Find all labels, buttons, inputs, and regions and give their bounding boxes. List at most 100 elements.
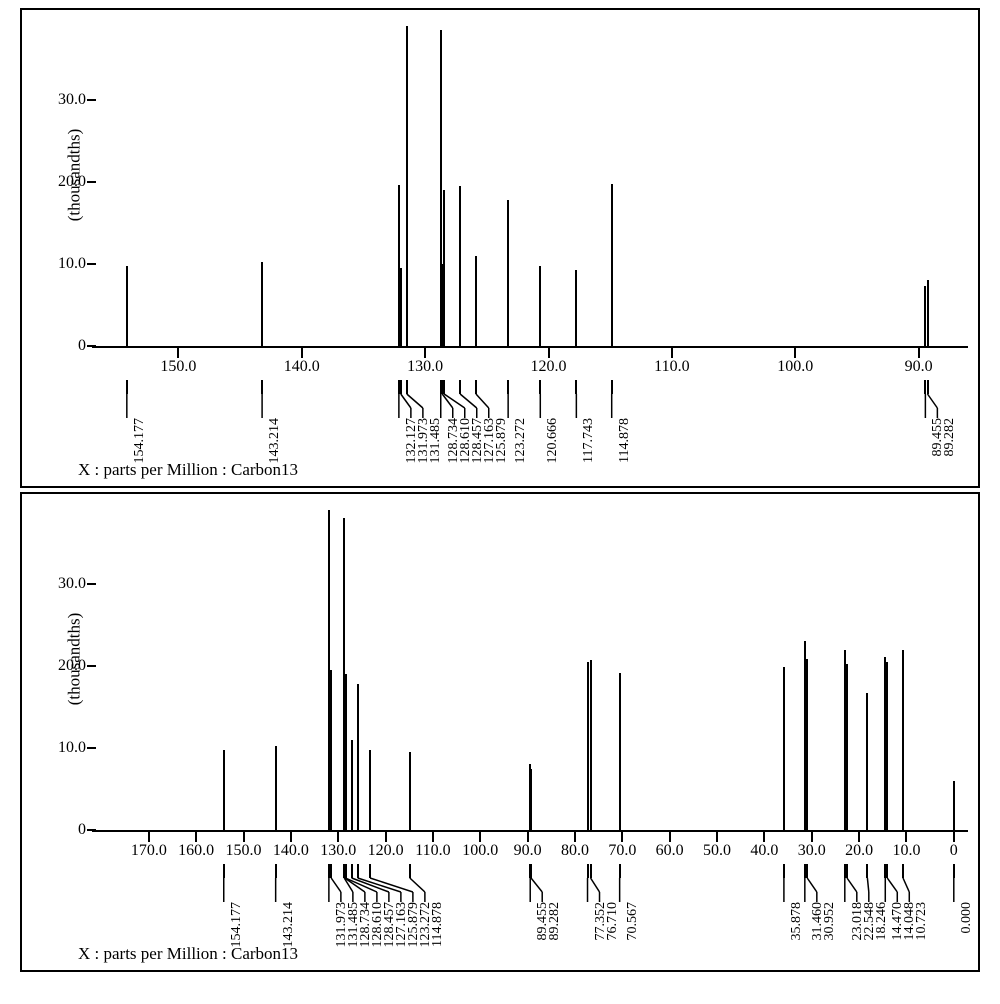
y-tick [87,583,96,585]
y-tick [87,263,96,265]
picker-tick [539,380,541,394]
picker-tick [475,380,477,394]
x-tick-label: 120.0 [531,358,567,376]
picker-tick [866,864,868,878]
peak-label: 35.878 [789,902,805,941]
peak-label: 114.878 [430,902,446,947]
x-tick-label: 100.0 [777,358,813,376]
nmr-peak [575,270,577,346]
x-axis-row-top: 150.0140.0130.0120.0110.0100.090.0 [92,356,968,382]
x-tick-label: 100.0 [462,842,498,860]
picker-tick [400,380,402,394]
nmr-peak [443,190,445,346]
picker-lines [92,380,968,470]
peak-picker-row-top: 154.177143.214132.127131.973131.485128.7… [92,380,968,470]
x-tick [177,348,179,358]
peak-label: 117.743 [581,418,597,463]
x-tick-label: 150.0 [226,842,262,860]
peak-label: 18.246 [874,902,890,941]
y-tick-label: 0 [50,821,86,839]
peak-label: 154.177 [132,418,148,464]
peak-label: 10.723 [914,902,930,941]
x-tick-label: 40.0 [750,842,778,860]
nmr-peak [587,662,589,830]
picker-tick [886,864,888,878]
x-tick-label: 140.0 [273,842,309,860]
x-tick [527,832,529,842]
y-tick [87,345,96,347]
picker-tick [369,864,371,878]
nmr-peak [351,740,353,830]
y-tick-label: 20.0 [50,657,86,675]
x-tick [243,832,245,842]
nmr-peak [275,746,277,830]
nmr-peak [507,200,509,346]
picker-tick [619,864,621,878]
nmr-peak [866,693,868,830]
x-tick [195,832,197,842]
y-tick [87,99,96,101]
nmr-peak [369,750,371,830]
nmr-peak [539,266,541,346]
x-tick [905,832,907,842]
picker-tick [330,864,332,878]
x-tick [763,832,765,842]
peak-label: 89.282 [547,902,563,941]
nmr-panel-top: (thousandths) 150.0140.0130.0120.0110.01… [20,8,980,488]
x-tick-label: 120.0 [368,842,404,860]
x-tick [811,832,813,842]
x-tick [548,348,550,358]
picker-tick [126,380,128,394]
y-tick-label: 30.0 [50,91,86,109]
x-tick [621,832,623,842]
y-tick-label: 0 [50,337,86,355]
x-tick [574,832,576,842]
picker-tick [587,864,589,878]
nmr-panel-bottom: (thousandths) 170.0160.0150.0140.0130.01… [20,492,980,972]
picker-tick [459,380,461,394]
peak-label: 0.000 [959,902,975,934]
picker-tick [927,380,929,394]
plot-area-top [92,18,968,348]
nmr-peak [459,186,461,346]
x-tick [669,832,671,842]
nmr-peak [846,664,848,830]
peak-label: 143.214 [281,902,297,948]
x-tick-label: 130.0 [320,842,356,860]
nmr-peak [590,660,592,830]
nmr-peak [330,670,332,830]
nmr-peak [409,752,411,830]
x-tick-label: 0 [950,842,958,860]
nmr-peak [902,650,904,830]
y-tick [87,181,96,183]
x-tick-label: 20.0 [845,842,873,860]
x-tick [953,832,955,842]
y-tick [87,829,96,831]
x-tick [290,832,292,842]
x-tick [858,832,860,842]
x-tick-label: 90.0 [905,358,933,376]
x-tick [148,832,150,842]
x-tick-label: 10.0 [892,842,920,860]
x-tick [479,832,481,842]
nmr-peak [783,667,785,830]
peak-label: 125.879 [494,418,510,464]
nmr-peak [953,781,955,830]
nmr-peak [619,673,621,830]
x-tick-label: 110.0 [654,358,689,376]
picker-tick [443,380,445,394]
picker-tick [275,864,277,878]
x-caption-top: X : parts per Million : Carbon13 [78,460,298,480]
y-tick [87,747,96,749]
nmr-peak [886,662,888,830]
peak-label: 89.282 [942,418,958,457]
peak-picker-row-bottom: 154.177143.214131.973131.485128.734128.6… [92,864,968,954]
x-tick [301,348,303,358]
x-tick [671,348,673,358]
picker-tick [575,380,577,394]
peak-label: 114.878 [617,418,633,463]
peak-label: 30.952 [822,902,838,941]
x-tick [385,832,387,842]
baseline-top [92,346,968,348]
x-tick-label: 110.0 [415,842,450,860]
